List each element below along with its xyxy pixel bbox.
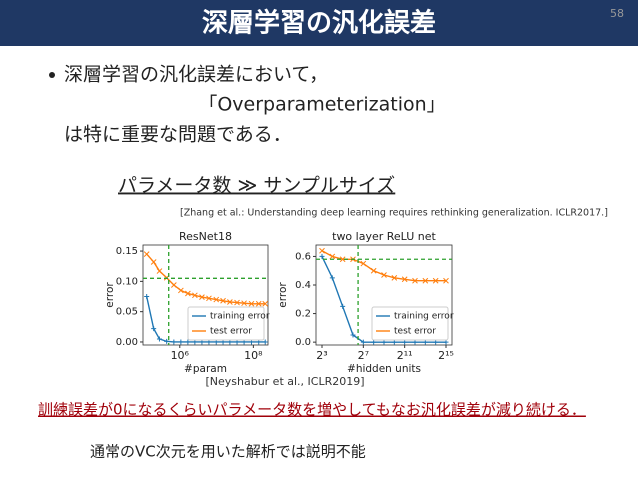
data-point — [143, 251, 150, 257]
data-point — [432, 277, 439, 284]
citation: [Neyshabur et al., ICLR2019] — [205, 375, 364, 388]
legend — [187, 306, 265, 341]
data-point — [391, 275, 398, 281]
data-point — [339, 256, 346, 263]
data-point — [151, 326, 157, 332]
data-point — [156, 336, 162, 342]
data-point — [185, 339, 191, 345]
x-axis-label: #param — [184, 363, 227, 375]
data-point — [213, 296, 220, 303]
data-point — [199, 294, 205, 300]
y-tick-label: 0.00 — [116, 337, 138, 348]
page-number: 58 — [610, 7, 624, 20]
data-point — [156, 268, 163, 274]
chart-title: ResNet18 — [179, 230, 232, 243]
claim: パラメータ数 ≫ サンプルサイズ — [118, 175, 395, 197]
slide-title: 深層学習の汎化誤差 — [202, 8, 436, 39]
term: 「Overparameterization」 — [198, 94, 445, 116]
y-tick-label: 0.15 — [116, 246, 138, 257]
data-point — [171, 339, 177, 345]
y-tick-label: 0.2 — [295, 309, 311, 320]
data-point — [350, 332, 356, 338]
data-point — [360, 260, 367, 267]
data-point — [178, 339, 184, 345]
legend-label: test error — [210, 327, 252, 337]
data-point — [248, 300, 255, 307]
y-tick-label: 0.05 — [116, 307, 138, 318]
data-point — [144, 294, 150, 300]
y-tick-label: 0.4 — [295, 280, 311, 291]
bullet-text: 深層学習の汎化誤差において， — [64, 64, 328, 86]
citation: [Zhang et al.: Understanding deep learni… — [180, 208, 608, 219]
data-point — [241, 300, 247, 307]
data-point — [234, 299, 240, 306]
x-tick-label: 10⁸ — [244, 349, 263, 362]
x-tick-label: 2¹⁵ — [438, 349, 454, 362]
x-tick-label: 2³ — [316, 349, 327, 362]
data-point — [340, 303, 346, 309]
data-point — [164, 338, 170, 344]
data-point — [329, 253, 336, 260]
y-tick-label: 0.10 — [116, 276, 138, 287]
data-point — [360, 339, 366, 345]
data-point — [262, 300, 269, 307]
data-point — [178, 287, 184, 294]
y-tick-label: 0.6 — [295, 251, 311, 262]
y-axis-label: error — [277, 282, 289, 308]
legend — [371, 306, 449, 341]
data-point — [255, 300, 262, 307]
data-point — [206, 295, 212, 302]
data-point — [422, 277, 429, 284]
data-point — [401, 276, 408, 283]
data-point — [319, 247, 325, 254]
legend-label: training error — [394, 312, 454, 322]
highlight: 訓練誤差が0になるくらいパラメータ数を増やしてもなお汎化誤差が減り続ける． — [38, 401, 586, 419]
legend-label: training error — [210, 312, 270, 322]
data-point — [150, 259, 157, 265]
data-point — [381, 272, 387, 278]
data-point — [192, 292, 198, 299]
x-tick-label: 2¹¹ — [397, 349, 413, 362]
data-point — [227, 299, 233, 305]
data-point — [319, 253, 325, 259]
data-point — [370, 267, 377, 274]
data-point — [443, 277, 449, 284]
conclusion: 通常のVC次元を用いた解析では説明不能 — [90, 443, 366, 461]
data-point — [262, 339, 268, 345]
data-point — [220, 297, 226, 304]
bullet-dot — [49, 72, 55, 78]
x-axis-label: #hidden units — [347, 363, 421, 375]
title-bar — [0, 0, 638, 46]
data-point — [171, 282, 177, 288]
x-tick-label: 2⁷ — [358, 349, 369, 362]
data-point — [412, 277, 418, 284]
data-point — [185, 290, 191, 297]
continuation: は特に重要な問題である． — [64, 124, 292, 146]
chart-title: two layer ReLU net — [332, 230, 436, 243]
data-point — [329, 275, 335, 281]
y-tick-label: 0.0 — [295, 337, 311, 348]
y-axis-label: error — [104, 282, 116, 308]
legend-label: test error — [394, 327, 436, 337]
x-tick-label: 10⁶ — [171, 349, 190, 362]
